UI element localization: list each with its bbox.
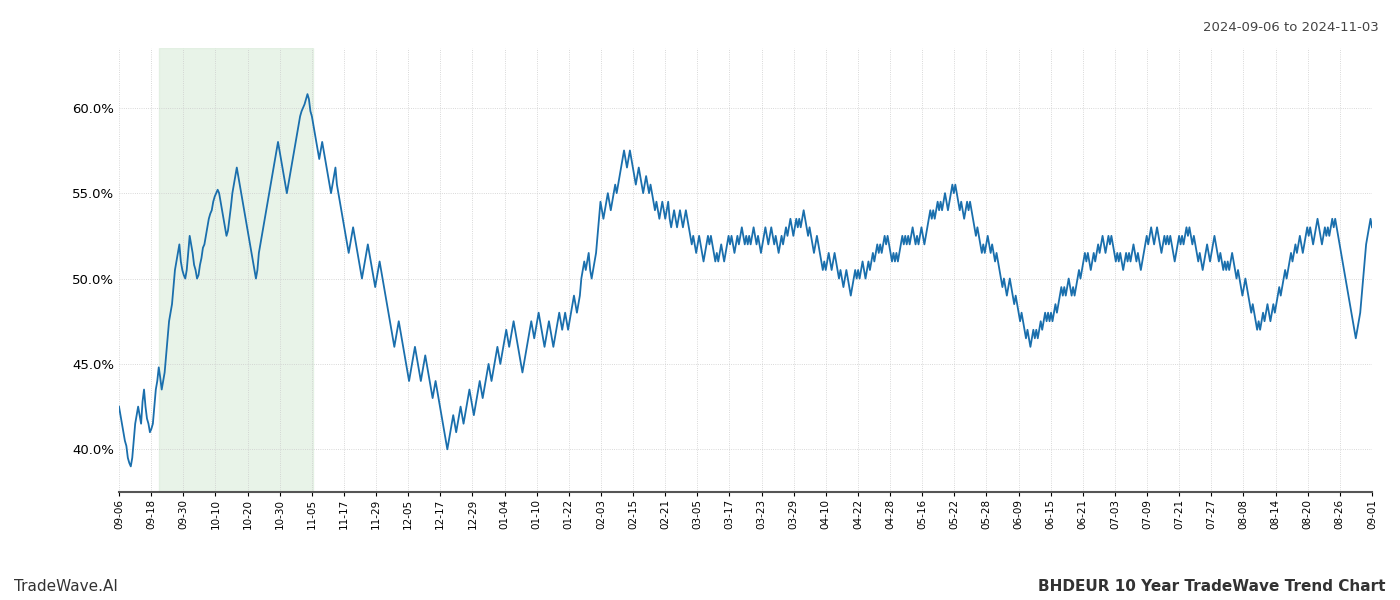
Text: TradeWave.AI: TradeWave.AI (14, 579, 118, 594)
Text: 2024-09-06 to 2024-11-03: 2024-09-06 to 2024-11-03 (1203, 21, 1379, 34)
Bar (158, 48, 314, 492)
Text: BHDEUR 10 Year TradeWave Trend Chart: BHDEUR 10 Year TradeWave Trend Chart (1039, 579, 1386, 594)
